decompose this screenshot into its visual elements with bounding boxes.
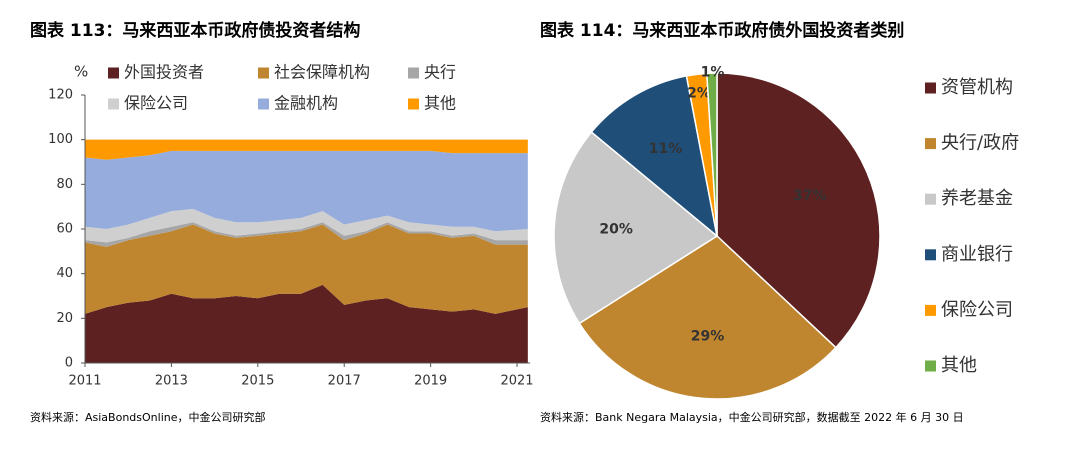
source-note: 资料来源：Bank Negara Malaysia，中金公司研究部，数据截至 2… (540, 411, 964, 424)
legend-marker (258, 98, 269, 110)
area (85, 224, 528, 314)
x-tick-label: 2011 (68, 374, 101, 389)
area (85, 222, 528, 247)
legend-label: 养老基金 (941, 188, 1013, 209)
x-tick-label: 2013 (155, 374, 188, 389)
x-tick-label: 2015 (241, 374, 274, 389)
pie-slice (705, 72, 718, 237)
data-label: 1% (701, 65, 725, 81)
legend-label: 保险公司 (124, 94, 188, 113)
area (85, 208, 528, 243)
legend-label: 社会保障机构 (274, 63, 370, 82)
y-axis-label: % (74, 63, 88, 81)
y-tick-label: 60 (56, 222, 73, 237)
source-note: 资料来源：AsiaBondsOnline，中金公司研究部 (30, 411, 266, 424)
legend-label: 外国投资者 (124, 63, 204, 82)
y-tick-label: 40 (56, 266, 73, 281)
area (85, 150, 528, 232)
chart-title: 图表 114：马来西亚本币政府债外国投资者类别 (540, 20, 904, 41)
legend-label: 其他 (424, 94, 456, 113)
legend-label: 其他 (941, 355, 977, 376)
legend-label: 央行/政府 (941, 133, 1019, 154)
y-tick-label: 120 (48, 88, 73, 103)
legend-marker (925, 304, 936, 316)
legend-marker (925, 360, 936, 372)
y-tick-label: 80 (56, 177, 73, 192)
legend-marker (925, 138, 936, 150)
legend-label: 保险公司 (941, 299, 1013, 320)
data-label: 2% (687, 86, 711, 102)
legend-label: 商业银行 (941, 244, 1013, 265)
chart-title: 图表 113：马来西亚本币政府债投资者结构 (30, 20, 360, 41)
legend-marker (258, 67, 269, 79)
data-label: 37% (793, 188, 827, 204)
pie-slice (553, 131, 719, 325)
legend-marker (925, 249, 936, 261)
legend-marker (925, 82, 936, 94)
y-tick-label: 100 (48, 132, 73, 147)
legend-label: 资管机构 (941, 77, 1013, 98)
data-label: 11% (649, 141, 683, 157)
pie-slice (716, 72, 881, 349)
x-tick-label: 2017 (328, 374, 361, 389)
pie-slice (590, 75, 719, 238)
legend-marker (408, 67, 419, 79)
legend-marker (408, 98, 419, 110)
legend-marker (925, 193, 936, 205)
legend-label: 金融机构 (274, 94, 338, 113)
y-tick-label: 0 (65, 356, 73, 371)
area (85, 139, 528, 160)
data-label: 20% (599, 222, 633, 238)
legend-marker (108, 98, 119, 110)
y-tick-label: 20 (56, 311, 73, 326)
pie-slice (578, 235, 837, 400)
legend-label: 央行 (424, 63, 456, 82)
legend-marker (108, 67, 119, 79)
area (85, 284, 528, 363)
data-label: 29% (691, 329, 725, 345)
x-tick-label: 2021 (500, 374, 533, 389)
x-tick-label: 2019 (414, 374, 447, 389)
